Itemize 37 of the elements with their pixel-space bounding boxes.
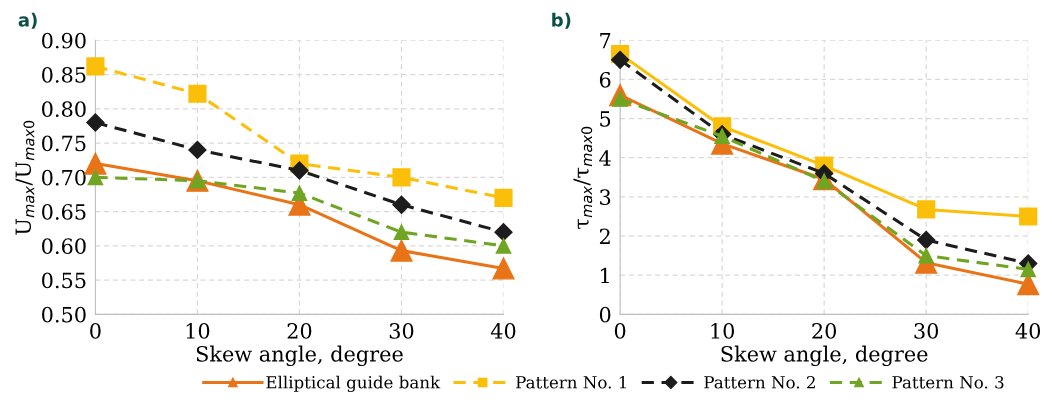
y-axis-title: τ$_{max}$/τ$_{max0}$	[573, 126, 593, 229]
x-tick-label: 20	[287, 323, 312, 339]
chart-title: a)	[18, 12, 37, 29]
y-tick-label: 0.65	[42, 204, 86, 220]
y-tick-label: 5	[600, 111, 611, 127]
legend-label: Elliptical guide bank	[266, 375, 441, 393]
legend-label: Pattern No. 2	[704, 375, 815, 389]
y-tick-label: 0.60	[42, 238, 86, 255]
x-tick-label: 0	[614, 323, 626, 339]
y-tick-label: 0.85	[42, 67, 86, 83]
x-tick-label: 30	[389, 323, 414, 339]
x-tick-label: 0	[90, 323, 101, 339]
y-tick-label: 0	[599, 306, 611, 323]
y-tick-label: 0.55	[42, 272, 86, 289]
legend-label: Pattern No. 1	[516, 375, 626, 389]
x-tick-label: 10	[711, 323, 734, 339]
y-tick-label: 0.90	[42, 32, 86, 49]
x-tick-label: 10	[186, 323, 210, 339]
x-tick-label: 20	[812, 323, 837, 339]
x-tick-label: 40	[1015, 323, 1041, 339]
y-tick-label: 2	[599, 228, 610, 244]
y-tick-label: 7	[600, 33, 611, 49]
y-tick-label: 0.75	[42, 135, 86, 152]
x-tick-label: 40	[490, 323, 516, 339]
x-axis-title: Skew angle, degree	[196, 345, 403, 367]
y-tick-label: 0.50	[42, 306, 86, 323]
legend-label: Pattern No. 3	[892, 375, 1004, 389]
x-axis-title: Skew angle, degree	[721, 345, 928, 367]
y-tick-label: 1	[601, 267, 609, 284]
y-axis-title: U$_{max}$/U$_{max0}$	[15, 120, 35, 235]
x-tick-label: 30	[914, 323, 939, 339]
y-tick-label: 0.70	[42, 169, 86, 186]
y-tick-label: 4	[599, 150, 611, 166]
chart-title: b)	[552, 12, 571, 29]
y-tick-label: 0.80	[42, 101, 86, 118]
y-tick-label: 6	[599, 71, 611, 88]
y-tick-label: 3	[600, 189, 611, 206]
